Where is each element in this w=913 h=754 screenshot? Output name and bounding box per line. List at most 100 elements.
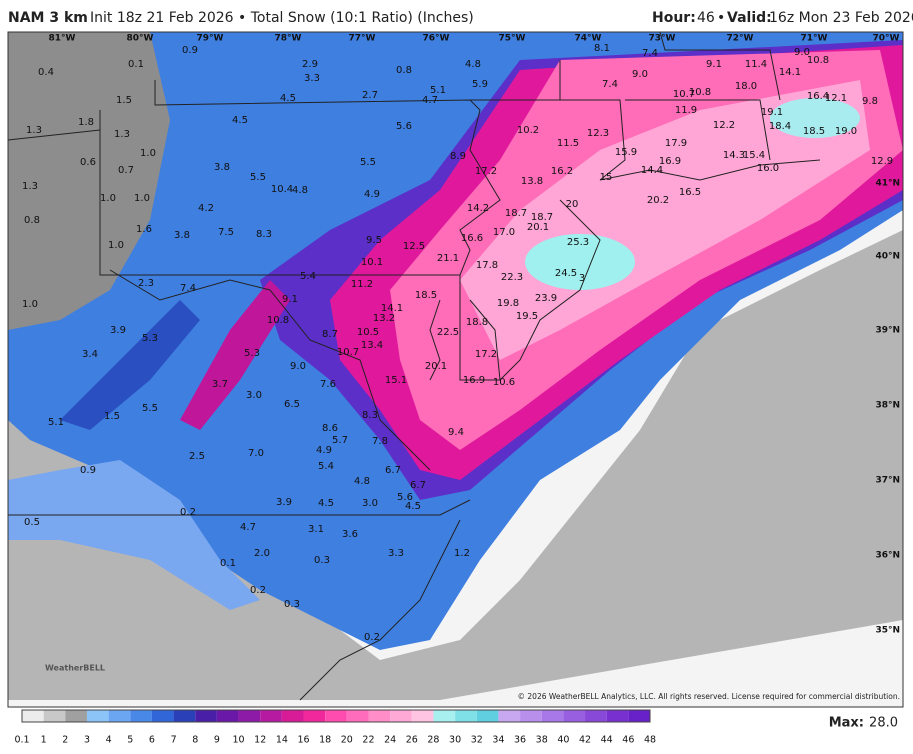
colorbar-tick: 48 bbox=[644, 735, 656, 746]
snow-total: 2.0 bbox=[254, 548, 270, 559]
snow-total: 17.8 bbox=[476, 260, 498, 271]
model: NAM 3 km bbox=[8, 10, 88, 26]
snow-total: 1.2 bbox=[454, 548, 470, 559]
colorbar-swatch bbox=[303, 710, 326, 722]
colorbar-swatch bbox=[541, 710, 564, 722]
snow-total: 12.3 bbox=[587, 128, 609, 139]
snow-total: 6.5 bbox=[284, 399, 300, 410]
snow-total: 2.7 bbox=[362, 90, 378, 101]
snow-total: 4.8 bbox=[354, 476, 370, 487]
snow-total: 15 bbox=[600, 172, 613, 183]
snow-total: 3.9 bbox=[110, 325, 126, 336]
snow-total: 0.2 bbox=[250, 585, 266, 596]
snow-total: 7.5 bbox=[218, 227, 234, 238]
snow-total: 5.3 bbox=[244, 348, 260, 359]
colorbar-tick: 32 bbox=[471, 735, 483, 746]
colorbar-swatch bbox=[455, 710, 477, 722]
snow-total: 3.6 bbox=[342, 529, 358, 540]
colorbar-swatch bbox=[585, 710, 607, 722]
snow-total: 19.5 bbox=[516, 311, 538, 322]
snow-total: 8.7 bbox=[322, 329, 338, 340]
snow-total: 1.0 bbox=[134, 193, 150, 204]
snow-total: 5.4 bbox=[318, 461, 334, 472]
snow-total: 12.9 bbox=[871, 156, 893, 167]
longitude-label: 74°W bbox=[575, 34, 602, 44]
snow-total: 10.4 bbox=[271, 184, 293, 195]
longitude-label: 81°W bbox=[49, 34, 76, 44]
snow-total: 0.2 bbox=[364, 632, 380, 643]
latitude-label: 35°N bbox=[875, 626, 900, 636]
colorbar-tick: 10 bbox=[233, 735, 245, 746]
snow-total: 4.8 bbox=[465, 59, 481, 70]
snow-total: 24.5 bbox=[555, 268, 577, 279]
latitude-label: 39°N bbox=[875, 326, 900, 336]
snow-total: 22.5 bbox=[437, 327, 459, 338]
colorbar-tick: 0.1 bbox=[14, 735, 29, 746]
colorbar-tick: 38 bbox=[536, 735, 548, 746]
snow-total: 9.5 bbox=[366, 235, 382, 246]
snow-total: 12.5 bbox=[403, 241, 425, 252]
longitude-label: 72°W bbox=[727, 34, 754, 44]
snow-total: 20.2 bbox=[647, 195, 669, 206]
snow-total: 17.2 bbox=[475, 166, 497, 177]
colorbar-tick: 6 bbox=[149, 735, 155, 746]
snow-total: 4.7 bbox=[422, 95, 438, 106]
snow-total: 20 bbox=[566, 199, 579, 210]
snow-total: 4.9 bbox=[316, 445, 332, 456]
snow-total: 14.1 bbox=[381, 303, 403, 314]
colorbar-tick: 14 bbox=[276, 735, 288, 746]
colorbar-tick: 18 bbox=[319, 735, 331, 746]
longitude-label: 80°W bbox=[127, 34, 154, 44]
snow-total: 4.5 bbox=[318, 498, 334, 509]
snow-total: 9.1 bbox=[706, 59, 722, 70]
snow-total: 4.5 bbox=[280, 93, 296, 104]
latitude-label: 36°N bbox=[875, 551, 900, 561]
snow-total: 2.9 bbox=[302, 59, 318, 70]
separator: • bbox=[717, 10, 725, 26]
colorbar-swatch bbox=[43, 710, 66, 722]
colorbar-swatch bbox=[151, 710, 174, 722]
snow-total: 3.3 bbox=[304, 73, 320, 84]
snow-total: 7.4 bbox=[642, 48, 658, 59]
snow-total: 20.1 bbox=[527, 222, 549, 233]
snow-total: 5.6 bbox=[397, 492, 413, 503]
colorbar-tick: 20 bbox=[341, 735, 353, 746]
snow-total: 1.3 bbox=[114, 129, 130, 140]
snow-total: 9.0 bbox=[632, 69, 648, 80]
logo: WeatherBELL bbox=[45, 664, 105, 673]
snow-total: 4.2 bbox=[198, 203, 214, 214]
snow-total: 17.2 bbox=[475, 349, 497, 360]
snow-total: 0.9 bbox=[182, 45, 198, 56]
snow-total: 13.2 bbox=[373, 313, 395, 324]
snow-total: 8.9 bbox=[450, 151, 466, 162]
snow-total: 11.9 bbox=[675, 105, 697, 116]
snow-total: 18.8 bbox=[466, 317, 488, 328]
snow-total: 17.9 bbox=[665, 138, 687, 149]
valid: 16z Mon 23 Feb 2026 bbox=[769, 10, 913, 26]
snow-total: 18.5 bbox=[803, 126, 825, 137]
snow-total: 0.8 bbox=[24, 215, 40, 226]
colorbar-tick: 8 bbox=[192, 735, 198, 746]
max-label: Max: bbox=[829, 716, 864, 731]
description: Init 18z 21 Feb 2026 • Total Snow (10:1 … bbox=[90, 10, 474, 26]
snow-total: 3.9 bbox=[276, 497, 292, 508]
snow-total: 4.8 bbox=[292, 185, 308, 196]
snow-total: 0.3 bbox=[314, 555, 330, 566]
latitude-label: 37°N bbox=[875, 476, 900, 486]
longitude-label: 71°W bbox=[801, 34, 828, 44]
colorbar-swatch bbox=[260, 710, 282, 722]
latitude-label: 40°N bbox=[875, 252, 900, 262]
snow-total: 0.2 bbox=[180, 507, 196, 518]
snow-total: 6.7 bbox=[410, 480, 426, 491]
snow-total: 3.0 bbox=[246, 390, 262, 401]
snow-total: 25.3 bbox=[567, 237, 589, 248]
snow-total: 3.3 bbox=[388, 548, 404, 559]
snow-total: 5.5 bbox=[360, 157, 376, 168]
snow-total: 1.5 bbox=[116, 95, 132, 106]
snow-total: 0.4 bbox=[38, 67, 54, 78]
snow-total: 4.5 bbox=[232, 115, 248, 126]
snow-total: 1.0 bbox=[22, 299, 38, 310]
colorbar-swatch bbox=[238, 710, 261, 722]
snow-total: 9.0 bbox=[290, 361, 306, 372]
snow-total: 3 bbox=[579, 273, 585, 284]
